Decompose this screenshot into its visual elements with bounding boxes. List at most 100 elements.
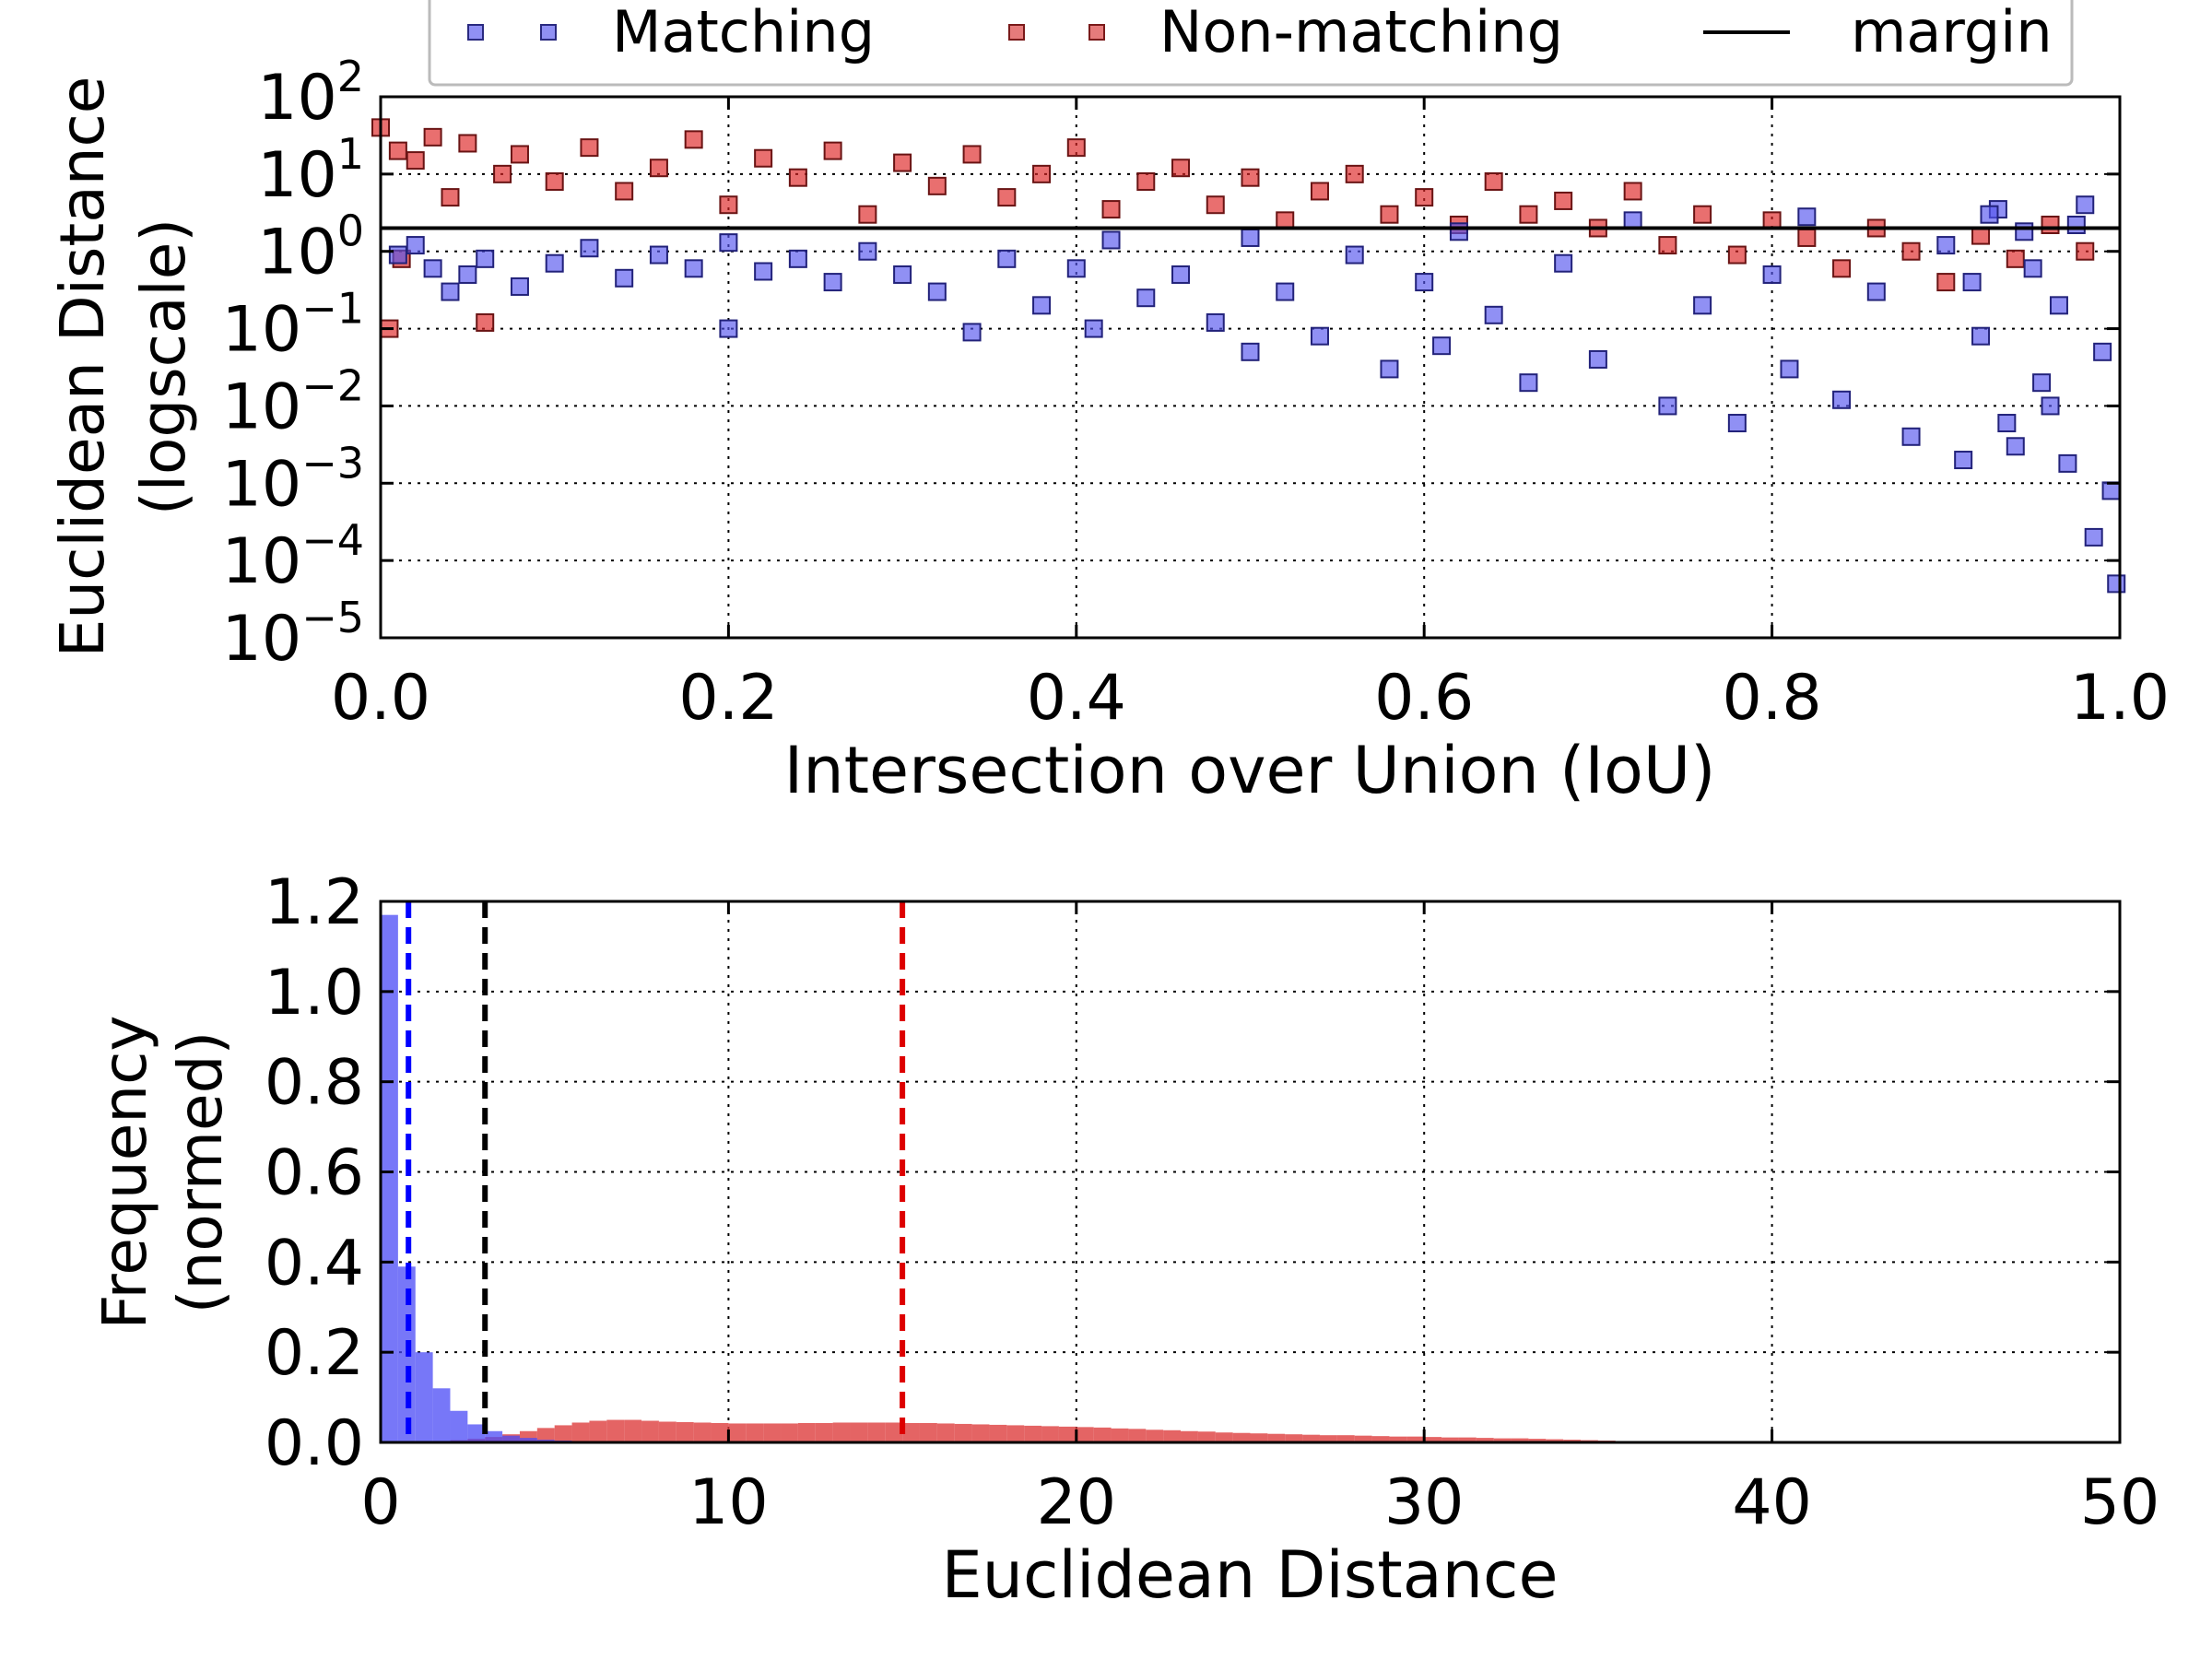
non-matching-hist-bar [1093,1427,1112,1442]
scatter-y-tick-label: 102 [257,52,364,135]
matching-point [2066,215,2086,234]
matching-point [1432,336,1452,356]
scatter-points [371,118,2126,594]
matching-hist-bar [519,1438,537,1442]
non-matching-hist-bar [1163,1430,1182,1442]
non-matching-hist-bar [746,1423,764,1442]
non-matching-point [1832,259,1852,278]
matching-point [1449,222,1468,241]
non-matching-point [580,138,599,158]
matching-point [2041,396,2060,416]
non-matching-hist-bar [936,1423,955,1442]
non-matching-point [1797,228,1817,247]
histogram-y-ticks: 0.0 0.2 0.4 0.6 0.8 1.0 1.2 [265,866,2120,1480]
non-matching-point [1136,171,1156,191]
non-matching-hist-bar [711,1422,729,1442]
matching-point [1658,396,1677,416]
non-matching-hist-bar [1197,1431,1216,1442]
matching-point [441,282,460,301]
non-matching-hist-bar [606,1419,625,1442]
non-matching-hist-bar [1302,1434,1320,1442]
matching-point [1901,427,1921,446]
non-matching-point [1415,188,1434,207]
matching-point [788,249,807,268]
non-matching-hist-bar [1511,1438,1529,1442]
matching-point [510,276,529,296]
legend-entry-margin: margin [1703,0,2053,65]
histogram-y-tick-label: 0.4 [265,1227,364,1300]
non-matching-point [423,127,442,147]
matching-point [1415,273,1434,292]
scatter-y-axis-label-line2: (logscale) [128,218,199,515]
scatter-y-tick-label: 10−2 [222,360,364,443]
histogram-chart: 0 10 20 30 40 50 0.0 0.2 0.4 0.6 0.8 1.0 1.2 Euclid… [89,866,2159,1613]
matching-hist-bar [450,1410,468,1442]
matching-point [2093,342,2112,361]
non-matching-hist-bar [1215,1432,1233,1442]
non-matching-hist-bar [554,1425,572,1442]
matching-point [1032,296,1052,315]
non-matching-hist-bar [571,1422,590,1442]
histogram-x-tick-label: 40 [1732,1466,1812,1539]
matching-point [754,262,773,281]
histogram-grid [381,901,2120,1442]
matching-point [580,239,599,258]
non-matching-hist-bar [728,1423,747,1442]
scatter-plot-frame [379,95,2122,640]
matching-point [1554,253,1573,273]
scatter-y-tick-label: 10−5 [222,593,364,676]
matching-point [476,249,495,268]
scatter-y-tick-label: 10−1 [222,284,364,367]
histogram-x-tick-label: 10 [688,1466,769,1539]
matching-point [1206,312,1225,332]
matching-point [1727,414,1747,433]
non-matching-hist-bar [1406,1436,1425,1442]
non-matching-hist-bar [1319,1435,1337,1442]
legend-margin-label: margin [1851,0,2053,65]
matching-hist-bar [381,914,398,1442]
non-matching-point [1623,182,1642,201]
scatter-grid [381,97,2120,638]
matching-hist-bar [432,1388,451,1442]
non-matching-hist-bar [797,1422,816,1442]
non-matching-hist-bar [1267,1433,1286,1442]
matching-point [1519,373,1538,393]
non-matching-hist-bar [763,1423,782,1442]
matching-point [719,319,738,338]
scatter-y-tick-label: 100 [257,206,364,289]
non-matching-hist-bar [1285,1434,1303,1442]
matching-point [997,249,1017,268]
scatter-y-axis-label-line1: Euclidean Distance [47,76,118,658]
histogram-y-tick-label: 0.0 [265,1407,364,1480]
non-matching-hist-bar [658,1421,677,1442]
histogram-y-axis-label-line1: Frequency [89,1016,160,1330]
non-matching-point [406,151,425,171]
matching-point [1241,228,1260,247]
scatter-x-ticks: 0.0 0.2 0.4 0.6 0.8 1.0 [331,97,2170,735]
non-matching-point [1032,164,1052,183]
matching-hist-bar [502,1435,520,1442]
matching-point [2006,437,2025,456]
matching-hist-bar [467,1424,486,1442]
matching-point [927,282,947,301]
non-matching-point [458,134,477,153]
matching-point [1762,265,1782,284]
matching-point [858,241,877,261]
non-matching-point [754,148,773,168]
scatter-y-tick-label: 10−4 [222,515,364,598]
matching-point [615,268,634,288]
legend-matching-marker-2 [540,24,557,41]
non-matching-hist-bar [1232,1432,1251,1442]
matching-point [2107,574,2126,594]
non-matching-point [649,159,668,178]
matching-point [1241,342,1260,361]
histogram-y-tick-label: 0.8 [265,1047,364,1120]
matching-point [1101,230,1121,250]
matching-point [1588,349,1607,369]
non-matching-point [2076,241,2095,261]
legend-entry-matching: Matching [467,0,875,65]
non-matching-point [510,145,529,164]
non-matching-hist-bar [867,1422,886,1442]
scatter-x-axis-label: Intersection over Union (IoU) [784,733,1716,808]
